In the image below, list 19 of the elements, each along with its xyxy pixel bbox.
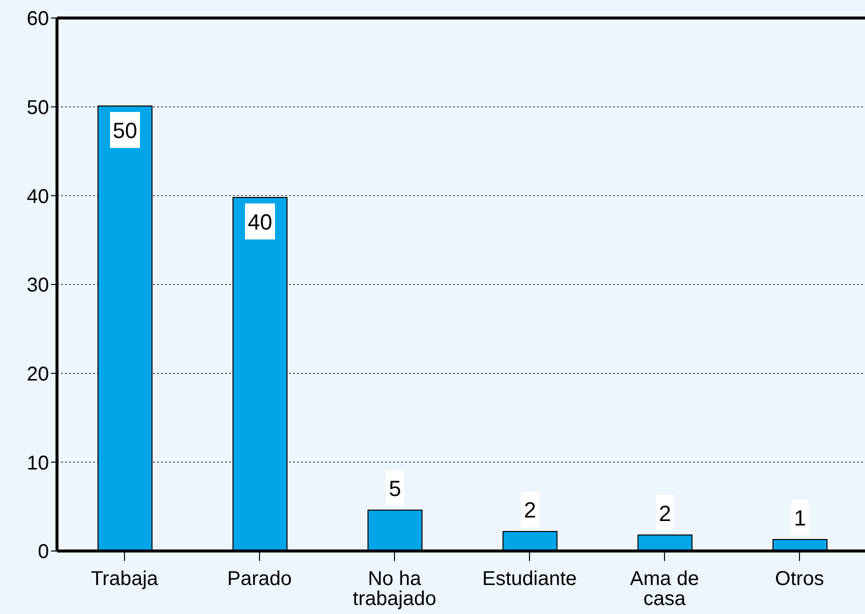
y-tick-label: 30 [26,274,49,297]
data-label: 5 [388,476,402,502]
y-tick-label: 60 [26,8,49,30]
y-tick-label: 40 [26,186,49,208]
x-tick-label: Ama de casa [630,568,699,610]
data-label: 2 [658,501,672,526]
x-tick-label: Otros [775,568,824,590]
x-tick-label: Parado [227,568,292,590]
data-label: 1 [794,505,806,530]
y-tick-label: 20 [26,363,49,386]
data-label: 2 [524,497,536,522]
data-label: 40 [248,209,272,234]
x-tick-label: Estudiante [482,568,577,590]
data-label: 50 [112,118,138,143]
y-tick-label: 0 [38,541,49,564]
y-tick-label: 50 [26,96,49,119]
x-tick-label: Trabaja [90,568,159,590]
y-tick-label: 10 [26,452,49,474]
x-tick-label: No ha trabajado [352,568,436,610]
